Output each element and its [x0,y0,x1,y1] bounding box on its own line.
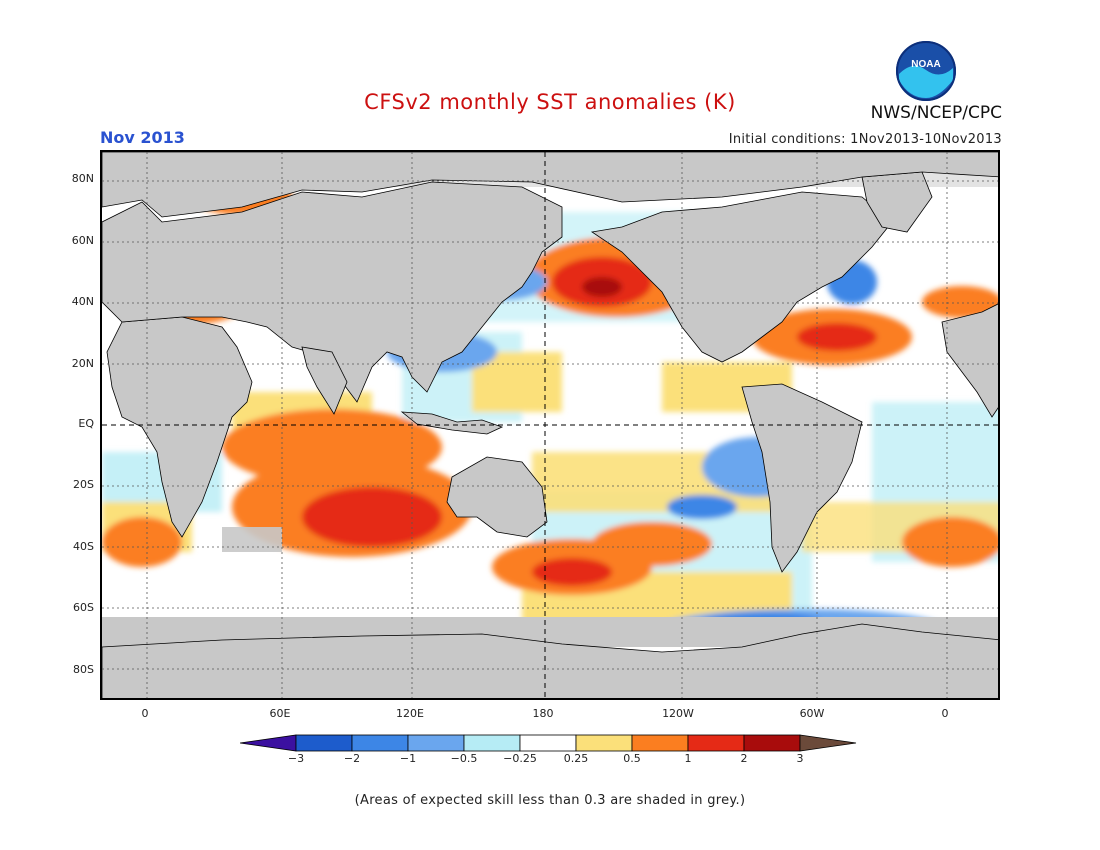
lon-label-120w: 120W [662,707,694,720]
colorbar-segment [407,734,465,752]
colorbar-segment [575,734,633,752]
colorbar-tick-label: 0.5 [623,752,641,765]
colorbar-tick-label: 0.25 [563,752,589,765]
colorbar-tick-label: −0.5 [450,752,478,765]
land-north-america [590,191,893,363]
land-africa [106,316,253,538]
colorbar-tick-label: −2 [343,752,361,765]
lon-label-180: 180 [532,707,554,720]
colorbar-segment [631,734,689,752]
lon-label-120e: 120E [396,707,424,720]
lon-label-60e: 60E [269,707,291,720]
graticule [102,152,998,698]
land-masses [102,152,998,698]
colorbar-tick-label: −3 [287,752,305,765]
initial-conditions: Initial conditions: 1Nov2013-10Nov2013 [728,132,1002,147]
lat-label-20n: 20N [71,357,94,370]
colorbar-segment [351,734,409,752]
colorbar-segment [463,734,521,752]
lat-label-80n: 80N [71,172,94,185]
colorbar-tick-label: 2 [740,752,748,765]
lat-label-40s: 40S [73,540,94,553]
colorbar-segment [687,734,745,752]
lon-label-0-left: 0 [141,707,149,720]
noaa-logo-text: NOAA [911,59,940,70]
skill-footnote: (Areas of expected skill less than 0.3 a… [354,793,746,808]
land-arctic [102,152,998,218]
lat-label-eq: EQ [78,417,94,430]
colorbar-tick-label: −0.25 [503,752,537,765]
colorbar-segment [743,734,801,752]
lon-label-60w: 60W [799,707,825,720]
organization-label: NWS/NCEP/CPC [870,103,1002,123]
land-indonesia [400,411,504,435]
colorbar-tick-label: 1 [684,752,692,765]
lat-label-60s: 60S [73,601,94,614]
colorbar-segment [519,734,577,752]
map-title: CFSv2 monthly SST anomalies (K) [364,90,736,114]
land-australia [446,456,548,538]
sst-anomaly-map [100,150,1000,700]
land-europe-repeat [941,303,998,418]
colorbar-arrow-high [799,734,857,752]
colorbar-tick-label: −1 [399,752,417,765]
colorbar [239,734,862,756]
lat-label-40n: 40N [71,295,94,308]
lat-label-60n: 60N [71,234,94,247]
land-antarctica [102,623,998,698]
land-south-america [741,383,863,573]
lat-label-20s: 20S [73,478,94,491]
forecast-month: Nov 2013 [100,128,185,147]
lat-label-80s: 80S [73,663,94,676]
lon-label-0-right: 0 [941,707,949,720]
noaa-logo: NOAA [895,40,957,102]
colorbar-tick-label: 3 [796,752,804,765]
colorbar-segment [295,734,353,752]
reference-lines [102,152,998,698]
colorbar-arrow-low [239,734,297,752]
